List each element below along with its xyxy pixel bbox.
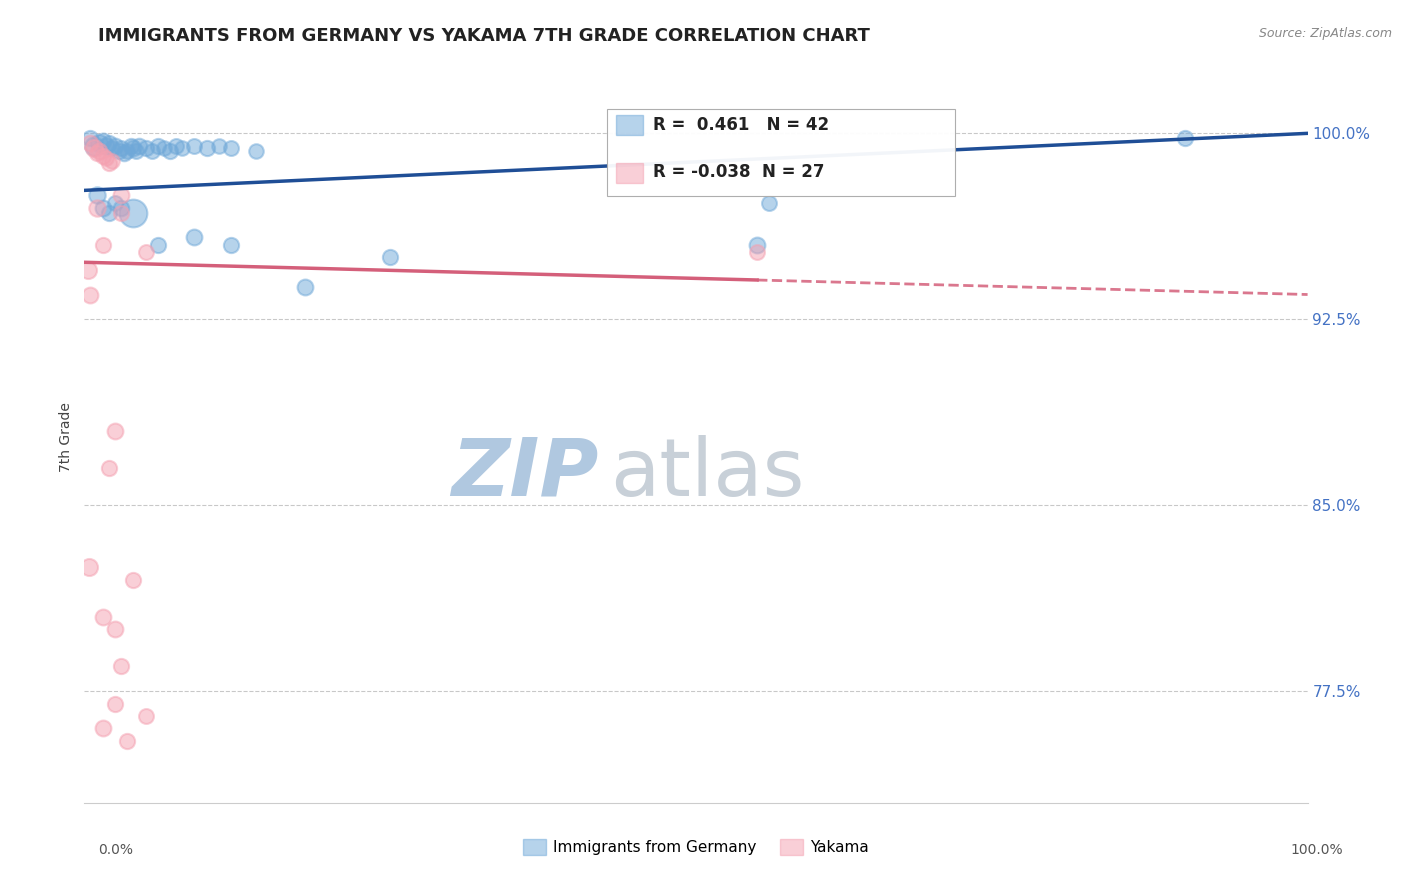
Point: [79, 136, 101, 151]
Point: [172, 141, 194, 155]
Point: [87, 144, 110, 158]
Point: [122, 205, 145, 219]
Point: [125, 144, 148, 158]
Point: [195, 141, 218, 155]
Point: [91, 149, 114, 163]
Point: [97, 136, 120, 151]
Point: [747, 245, 769, 260]
Point: [107, 144, 129, 158]
Point: [91, 201, 114, 215]
FancyBboxPatch shape: [606, 110, 955, 195]
Point: [97, 205, 120, 219]
Point: [245, 144, 267, 158]
Bar: [616, 114, 644, 135]
Point: [97, 156, 120, 170]
Point: [104, 697, 127, 711]
Text: IMMIGRANTS FROM GERMANY VS YAKAMA 7TH GRADE CORRELATION CHART: IMMIGRANTS FROM GERMANY VS YAKAMA 7TH GR…: [98, 27, 870, 45]
Point: [183, 230, 205, 244]
Point: [79, 287, 101, 301]
Point: [91, 610, 114, 624]
Point: [86, 201, 108, 215]
Point: [110, 188, 132, 202]
Point: [135, 709, 157, 723]
Point: [219, 141, 242, 155]
Point: [101, 141, 124, 155]
Point: [141, 144, 163, 158]
Point: [110, 141, 132, 155]
Point: [135, 141, 157, 155]
Point: [159, 144, 181, 158]
Text: ZIP: ZIP: [451, 434, 598, 513]
Point: [110, 205, 132, 219]
Y-axis label: 7th Grade: 7th Grade: [59, 402, 73, 472]
Point: [146, 138, 169, 153]
Point: [115, 734, 138, 748]
Point: [91, 238, 114, 252]
Point: [115, 144, 138, 158]
Point: [128, 138, 150, 153]
Point: [104, 424, 127, 438]
Legend: Immigrants from Germany, Yakama: Immigrants from Germany, Yakama: [517, 833, 875, 861]
Point: [112, 146, 135, 161]
Point: [91, 134, 114, 148]
Point: [83, 141, 105, 155]
Point: [294, 280, 316, 294]
Point: [120, 138, 142, 153]
Point: [91, 722, 114, 736]
Point: [79, 131, 101, 145]
Point: [758, 195, 780, 210]
Point: [1174, 131, 1197, 145]
Text: 100.0%: 100.0%: [1291, 843, 1343, 857]
Point: [104, 195, 127, 210]
Point: [104, 138, 127, 153]
Point: [165, 138, 187, 153]
Point: [153, 141, 176, 155]
Point: [110, 201, 132, 215]
Point: [110, 659, 132, 673]
Text: 0.0%: 0.0%: [98, 843, 134, 857]
Point: [86, 146, 108, 161]
Point: [122, 141, 145, 155]
Point: [96, 138, 118, 153]
Point: [208, 138, 231, 153]
Point: [83, 138, 105, 153]
Point: [77, 262, 100, 277]
Text: Source: ZipAtlas.com: Source: ZipAtlas.com: [1258, 27, 1392, 40]
Point: [77, 560, 100, 574]
Point: [97, 461, 120, 475]
Point: [183, 138, 205, 153]
Point: [135, 245, 157, 260]
Point: [101, 153, 124, 168]
Point: [219, 238, 242, 252]
Point: [87, 136, 110, 151]
Point: [104, 622, 127, 636]
Text: R =  0.461   N = 42: R = 0.461 N = 42: [654, 116, 830, 134]
Point: [96, 151, 118, 165]
Point: [380, 250, 402, 264]
Point: [747, 238, 769, 252]
Point: [146, 238, 169, 252]
Point: [86, 188, 108, 202]
Text: atlas: atlas: [610, 434, 804, 513]
Text: R = -0.038  N = 27: R = -0.038 N = 27: [654, 163, 825, 181]
Point: [122, 573, 145, 587]
Bar: [616, 163, 644, 183]
